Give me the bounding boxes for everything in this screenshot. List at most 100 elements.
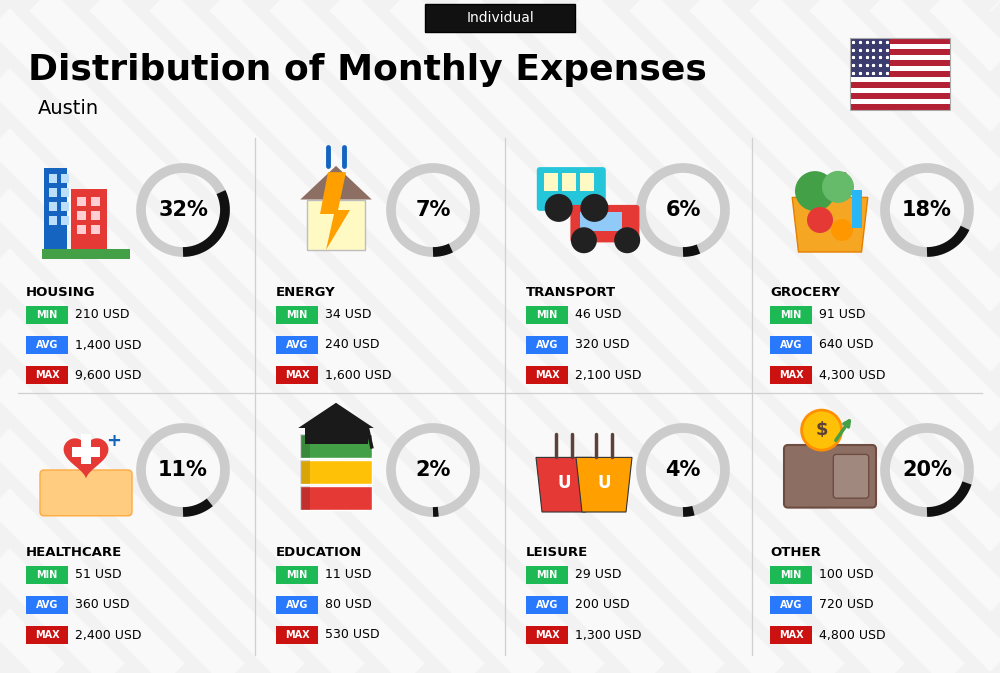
- Circle shape: [807, 207, 833, 233]
- Text: 2%: 2%: [415, 460, 451, 480]
- FancyBboxPatch shape: [276, 336, 318, 354]
- Text: 320 USD: 320 USD: [575, 339, 630, 351]
- Circle shape: [545, 194, 573, 222]
- FancyBboxPatch shape: [770, 596, 812, 614]
- Circle shape: [802, 410, 842, 450]
- Text: 29 USD: 29 USD: [575, 569, 622, 581]
- Text: Individual: Individual: [466, 11, 534, 25]
- FancyBboxPatch shape: [850, 94, 950, 99]
- FancyBboxPatch shape: [77, 197, 86, 206]
- Text: MIN: MIN: [36, 570, 58, 580]
- Text: HEALTHCARE: HEALTHCARE: [26, 546, 122, 559]
- FancyBboxPatch shape: [71, 189, 107, 252]
- FancyBboxPatch shape: [526, 336, 568, 354]
- Text: 46 USD: 46 USD: [575, 308, 622, 322]
- FancyBboxPatch shape: [850, 38, 890, 77]
- Text: 200 USD: 200 USD: [575, 598, 630, 612]
- Text: AVG: AVG: [536, 340, 558, 350]
- FancyBboxPatch shape: [91, 197, 100, 206]
- FancyBboxPatch shape: [850, 77, 950, 82]
- FancyBboxPatch shape: [26, 596, 68, 614]
- Text: MAX: MAX: [779, 370, 803, 380]
- Text: 20%: 20%: [902, 460, 952, 480]
- Text: 1,300 USD: 1,300 USD: [575, 629, 642, 641]
- Text: MAX: MAX: [535, 370, 559, 380]
- FancyBboxPatch shape: [784, 445, 876, 507]
- FancyBboxPatch shape: [276, 596, 318, 614]
- Text: AVG: AVG: [286, 600, 308, 610]
- FancyBboxPatch shape: [300, 460, 372, 484]
- Text: AVG: AVG: [36, 600, 58, 610]
- Text: $: $: [815, 421, 828, 439]
- Text: 11%: 11%: [158, 460, 208, 480]
- FancyBboxPatch shape: [26, 306, 68, 324]
- FancyBboxPatch shape: [49, 174, 57, 183]
- Polygon shape: [536, 458, 592, 512]
- FancyBboxPatch shape: [562, 173, 576, 191]
- FancyBboxPatch shape: [77, 211, 86, 220]
- Text: 18%: 18%: [902, 200, 952, 220]
- Text: 32%: 32%: [158, 200, 208, 220]
- FancyBboxPatch shape: [770, 336, 812, 354]
- Text: 1,400 USD: 1,400 USD: [75, 339, 142, 351]
- Polygon shape: [320, 172, 350, 250]
- FancyBboxPatch shape: [61, 188, 69, 197]
- FancyBboxPatch shape: [425, 4, 575, 32]
- Text: U: U: [557, 474, 571, 491]
- FancyBboxPatch shape: [26, 336, 68, 354]
- Text: 530 USD: 530 USD: [325, 629, 380, 641]
- Text: 4,300 USD: 4,300 USD: [819, 369, 886, 382]
- FancyBboxPatch shape: [580, 173, 594, 191]
- Text: MIN: MIN: [536, 570, 558, 580]
- Text: 2,400 USD: 2,400 USD: [75, 629, 142, 641]
- Text: 100 USD: 100 USD: [819, 569, 874, 581]
- Text: MIN: MIN: [286, 310, 308, 320]
- Polygon shape: [576, 458, 632, 512]
- FancyBboxPatch shape: [526, 366, 568, 384]
- Circle shape: [614, 227, 640, 253]
- FancyBboxPatch shape: [833, 454, 869, 498]
- FancyBboxPatch shape: [91, 225, 100, 234]
- FancyBboxPatch shape: [852, 190, 862, 228]
- Polygon shape: [792, 197, 868, 252]
- FancyBboxPatch shape: [61, 216, 69, 225]
- FancyBboxPatch shape: [300, 434, 310, 458]
- Text: U: U: [597, 474, 611, 491]
- FancyBboxPatch shape: [850, 49, 950, 55]
- Text: MAX: MAX: [35, 630, 59, 640]
- Circle shape: [571, 227, 597, 253]
- FancyBboxPatch shape: [276, 566, 318, 584]
- Text: 34 USD: 34 USD: [325, 308, 372, 322]
- FancyBboxPatch shape: [526, 626, 568, 644]
- FancyBboxPatch shape: [850, 104, 950, 110]
- FancyBboxPatch shape: [300, 434, 372, 458]
- FancyBboxPatch shape: [61, 174, 69, 183]
- Text: Austin: Austin: [38, 98, 99, 118]
- FancyBboxPatch shape: [537, 167, 606, 211]
- Text: MIN: MIN: [780, 310, 802, 320]
- Text: TRANSPORT: TRANSPORT: [526, 286, 616, 299]
- Text: GROCERY: GROCERY: [770, 286, 840, 299]
- Text: 210 USD: 210 USD: [75, 308, 130, 322]
- FancyBboxPatch shape: [81, 434, 91, 464]
- FancyBboxPatch shape: [850, 82, 950, 88]
- Text: 6%: 6%: [665, 200, 701, 220]
- FancyBboxPatch shape: [300, 486, 372, 510]
- Text: 4%: 4%: [665, 460, 701, 480]
- Circle shape: [795, 171, 835, 211]
- FancyBboxPatch shape: [850, 44, 950, 49]
- FancyBboxPatch shape: [850, 88, 950, 94]
- FancyBboxPatch shape: [526, 566, 568, 584]
- Text: AVG: AVG: [780, 600, 802, 610]
- Text: EDUCATION: EDUCATION: [276, 546, 362, 559]
- FancyBboxPatch shape: [72, 447, 100, 457]
- Text: MAX: MAX: [535, 630, 559, 640]
- FancyBboxPatch shape: [850, 99, 950, 104]
- FancyBboxPatch shape: [850, 71, 950, 77]
- Polygon shape: [298, 403, 374, 428]
- Text: MAX: MAX: [779, 630, 803, 640]
- FancyBboxPatch shape: [580, 212, 622, 231]
- FancyBboxPatch shape: [770, 366, 812, 384]
- FancyBboxPatch shape: [850, 66, 950, 71]
- FancyBboxPatch shape: [850, 38, 950, 44]
